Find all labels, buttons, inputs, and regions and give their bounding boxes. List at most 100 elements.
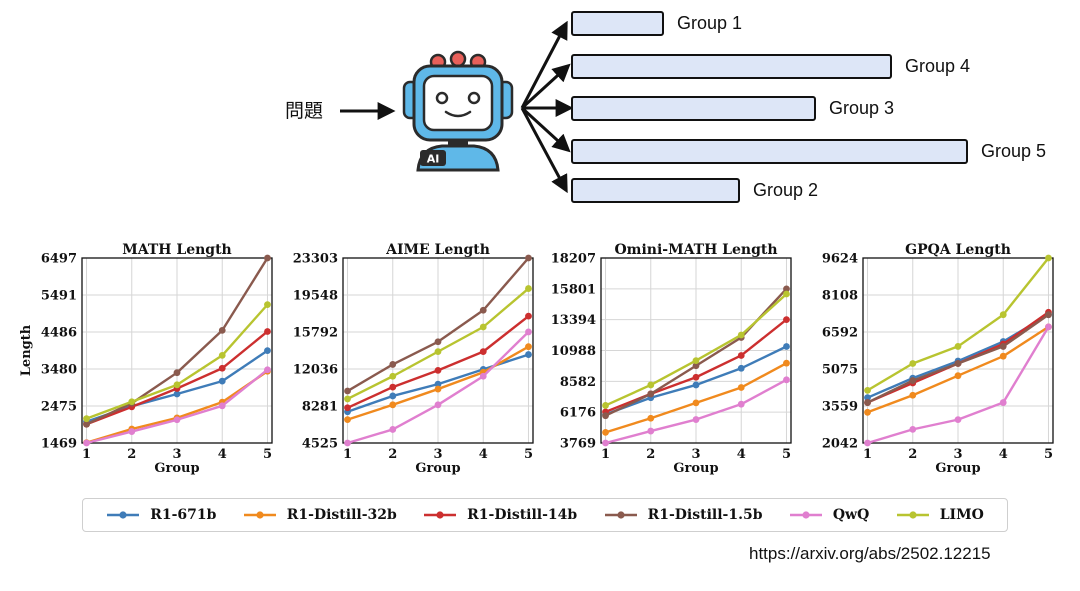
data-point xyxy=(389,401,397,409)
data-point xyxy=(344,404,351,412)
group-bar xyxy=(571,11,664,36)
data-point xyxy=(602,439,609,447)
data-point xyxy=(909,360,917,367)
chart-title: Omini-MATH Length xyxy=(614,242,777,258)
x-tick-label: 4 xyxy=(218,447,227,462)
group-bar-label: Group 5 xyxy=(981,141,1046,161)
data-point xyxy=(692,416,700,423)
data-point xyxy=(954,416,962,424)
data-point xyxy=(692,362,700,370)
y-tick-label: 4486 xyxy=(41,325,77,340)
data-point xyxy=(909,377,917,384)
group-bar-label: Group 2 xyxy=(753,180,818,200)
data-point xyxy=(389,383,397,391)
y-axis-label: Length xyxy=(19,324,34,376)
data-point xyxy=(173,381,181,389)
data-point xyxy=(692,373,700,381)
legend-label: R1-Distill-14b xyxy=(467,507,578,523)
y-tick-label: 23303 xyxy=(293,252,338,267)
x-axis-label: Group xyxy=(935,461,980,476)
y-tick-label: 4525 xyxy=(302,437,338,452)
data-point xyxy=(525,254,532,262)
x-tick-label: 3 xyxy=(691,447,700,462)
data-point xyxy=(602,428,609,436)
x-tick-label: 1 xyxy=(601,447,610,462)
y-tick-label: 6176 xyxy=(560,406,596,421)
group-bar xyxy=(571,54,892,79)
y-tick-label: 3480 xyxy=(41,363,77,378)
data-point xyxy=(434,401,442,409)
y-tick-label: 8582 xyxy=(560,375,596,390)
y-tick-label: 9624 xyxy=(822,252,858,267)
legend-item: R1-Distill-1.5b xyxy=(604,507,762,523)
data-point xyxy=(737,364,745,372)
data-point xyxy=(344,439,351,447)
y-tick-label: 15792 xyxy=(293,325,338,340)
group-bar-label: Group 4 xyxy=(905,56,970,76)
data-point xyxy=(128,398,136,406)
data-point xyxy=(264,328,271,335)
plot-frame xyxy=(600,257,792,444)
data-point xyxy=(525,328,532,336)
data-point xyxy=(525,351,532,358)
chart-title: AIME Length xyxy=(385,242,490,258)
data-point xyxy=(218,364,226,372)
chart-panel: 3769 6176 8582 10988 13394 15801 18207 1 2 3 4 5 Omi… xyxy=(551,242,792,476)
x-tick-label: 3 xyxy=(172,447,181,462)
y-tick-label: 3769 xyxy=(560,437,596,452)
legend-label: R1-Distill-32b xyxy=(286,507,397,523)
legend-swatch xyxy=(107,511,140,519)
data-point xyxy=(864,408,871,416)
legend-swatch xyxy=(789,511,822,519)
data-point xyxy=(954,372,962,380)
data-point xyxy=(389,426,397,433)
x-tick-label: 4 xyxy=(479,447,488,462)
length-charts: 1469 2475 3480 4486 5491 6497 1 2 3 4 5 MATH Length… xyxy=(19,242,1054,476)
legend-item: R1-Distill-14b xyxy=(423,507,577,523)
data-point xyxy=(173,369,181,377)
chart-panel: 1469 2475 3480 4486 5491 6497 1 2 3 4 5 MATH Length… xyxy=(19,242,273,476)
data-point xyxy=(218,326,226,334)
data-point xyxy=(344,395,351,403)
legend-item: R1-671b xyxy=(106,507,216,523)
data-point xyxy=(1045,254,1052,262)
x-tick-label: 2 xyxy=(127,447,136,462)
y-tick-label: 1469 xyxy=(41,437,77,452)
data-point xyxy=(434,380,442,388)
chart-title: MATH Length xyxy=(122,242,231,258)
y-tick-label: 15801 xyxy=(551,282,596,297)
legend-item: R1-Distill-32b xyxy=(243,507,397,523)
data-point xyxy=(479,323,487,331)
x-tick-label: 2 xyxy=(646,447,655,462)
x-axis-label: Group xyxy=(154,461,199,476)
data-point xyxy=(1045,311,1052,319)
chart-panel: 4525 8281 12036 15792 19548 23303 1 2 3 4 5 AIME Le… xyxy=(293,242,534,476)
data-point xyxy=(783,343,790,350)
data-point xyxy=(783,359,790,367)
y-tick-label: 12036 xyxy=(293,363,338,378)
data-point xyxy=(83,420,90,428)
chart-title: GPQA Length xyxy=(905,242,1011,258)
legend-label: LIMO xyxy=(939,507,984,523)
data-point xyxy=(999,343,1007,350)
source-url: https://arxiv.org/abs/2502.12215 xyxy=(749,544,991,563)
data-point xyxy=(954,343,962,350)
data-point xyxy=(264,347,271,355)
data-point xyxy=(783,316,790,323)
data-point xyxy=(954,360,962,367)
x-tick-label: 1 xyxy=(343,447,352,462)
data-point xyxy=(264,366,271,374)
data-point xyxy=(173,416,181,424)
y-tick-label: 13394 xyxy=(551,313,596,328)
data-point xyxy=(434,385,442,393)
data-point xyxy=(737,331,745,339)
x-tick-label: 5 xyxy=(782,447,791,462)
data-point xyxy=(909,391,917,399)
legend-label: QwQ xyxy=(832,507,870,523)
x-tick-label: 1 xyxy=(863,447,872,462)
data-point xyxy=(999,352,1007,360)
data-point xyxy=(999,399,1007,406)
data-point xyxy=(1045,323,1052,331)
y-tick-label: 6592 xyxy=(822,325,858,340)
